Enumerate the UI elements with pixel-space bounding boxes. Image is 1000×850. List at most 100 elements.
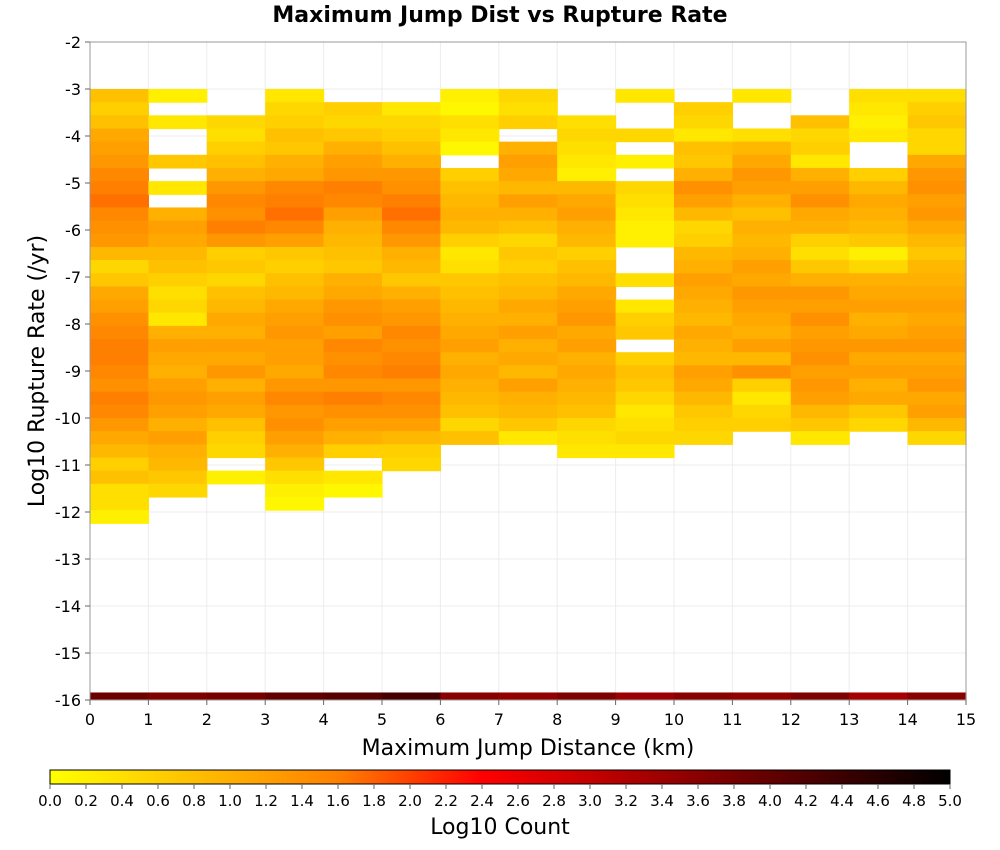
heatmap-cell: [440, 246, 500, 261]
colorbar-tick-label: 4.2: [794, 792, 818, 810]
heatmap-cell: [557, 299, 617, 314]
heatmap-cell: [498, 233, 558, 248]
heatmap-cell: [90, 339, 149, 353]
heatmap-cell: [440, 352, 500, 366]
heatmap-cell: [907, 273, 967, 287]
heatmap-cell: [615, 444, 675, 459]
heatmap-cell: [498, 154, 558, 169]
heatmap-cell: [732, 312, 792, 327]
heatmap-cell: [265, 483, 325, 498]
heatmap-cell: [732, 273, 792, 287]
heatmap-cell: [382, 260, 441, 274]
heatmap-cell: [206, 246, 266, 261]
colorbar-tick-label: 1.4: [290, 792, 314, 810]
heatmap-cell: [732, 167, 792, 182]
heatmap-cell: [732, 207, 792, 222]
heatmap-cell: [90, 404, 149, 419]
heatmap-cell: [790, 220, 850, 235]
heatmap-cell: [907, 115, 967, 130]
heatmap-cell: [849, 115, 909, 130]
y-tick-label: -14: [55, 597, 81, 616]
heatmap-cell: [498, 352, 558, 366]
heatmap-cell: [557, 312, 617, 327]
heatmap-cell: [790, 352, 850, 366]
heatmap-cell: [674, 404, 733, 419]
heatmap-cell: [732, 233, 792, 248]
heatmap-cell-bottom: [498, 692, 558, 700]
heatmap-cell: [90, 470, 149, 485]
heatmap-cell: [498, 207, 558, 222]
heatmap-bottom-row: [90, 692, 967, 700]
heatmap-cell: [440, 378, 500, 393]
heatmap-cell-bottom: [790, 692, 850, 700]
heatmap-cell: [674, 312, 733, 327]
heatmap-cell: [206, 404, 266, 419]
heatmap-cell: [90, 207, 149, 222]
heatmap-cell: [148, 233, 208, 248]
heatmap-cell: [732, 89, 792, 103]
heatmap-cell: [907, 378, 967, 393]
heatmap-cell: [148, 483, 208, 498]
heatmap-cell: [615, 89, 675, 103]
colorbar-tick-label: 0.6: [146, 792, 170, 810]
heatmap-cell: [90, 115, 149, 130]
heatmap-cell: [265, 444, 325, 459]
heatmap-cell: [90, 378, 149, 393]
heatmap-cell: [498, 141, 558, 156]
heatmap-cell: [382, 431, 441, 445]
heatmap-cell: [90, 233, 149, 248]
heatmap-cell: [498, 89, 558, 103]
heatmap-cell: [265, 418, 325, 432]
heatmap-cell: [615, 207, 675, 222]
heatmap-cell: [674, 339, 733, 353]
heatmap-cell: [90, 391, 149, 406]
heatmap-cell: [148, 207, 208, 222]
heatmap-cell: [498, 102, 558, 116]
heatmap-cell: [382, 102, 441, 116]
heatmap-cell: [674, 128, 733, 143]
colorbar-tick-label: 3.2: [614, 792, 638, 810]
heatmap-cell: [674, 365, 733, 380]
heatmap-cell: [440, 194, 500, 209]
heatmap-cell: [382, 246, 441, 261]
colorbar-tick-label: 0.8: [182, 792, 206, 810]
heatmap-cell: [90, 141, 149, 156]
colorbar-tick-label: 5.0: [938, 792, 962, 810]
heatmap-cell: [615, 233, 675, 248]
heatmap-cell: [382, 220, 441, 235]
y-tick-label: -4: [65, 127, 81, 146]
x-tick-label: 1: [143, 710, 153, 729]
heatmap-cell: [557, 365, 617, 380]
heatmap-cell: [265, 207, 325, 222]
x-tick-label: 15: [956, 710, 976, 729]
heatmap-cell-bottom: [206, 692, 266, 700]
heatmap-cell: [498, 404, 558, 419]
heatmap-cell: [323, 339, 383, 353]
heatmap-cell: [615, 431, 675, 445]
heatmap-cell: [206, 181, 266, 195]
heatmap-cell: [615, 194, 675, 209]
colorbar-tick-label: 1.2: [254, 792, 278, 810]
heatmap-cell: [907, 352, 967, 366]
heatmap-cell: [265, 233, 325, 248]
heatmap-cell: [907, 391, 967, 406]
heatmap-cell: [674, 141, 733, 156]
heatmap-cell: [323, 167, 383, 182]
heatmap-cell: [790, 167, 850, 182]
colorbar-tick-label: 0.4: [110, 792, 134, 810]
heatmap-cell: [90, 167, 149, 182]
heatmap-cell: [849, 286, 909, 301]
heatmap-cell: [440, 299, 500, 314]
colorbar-tick-label: 2.6: [506, 792, 530, 810]
y-tick-label: -5: [65, 174, 81, 193]
heatmap-cells: [90, 89, 967, 524]
heatmap-cell: [265, 154, 325, 169]
heatmap-cell: [206, 299, 266, 314]
colorbar-tick-label: 4.0: [758, 792, 782, 810]
heatmap-cell: [498, 181, 558, 195]
heatmap-cell: [148, 431, 208, 445]
heatmap-cell: [849, 418, 909, 432]
colorbar-tick-label: 0.0: [38, 792, 62, 810]
heatmap-cell: [674, 352, 733, 366]
